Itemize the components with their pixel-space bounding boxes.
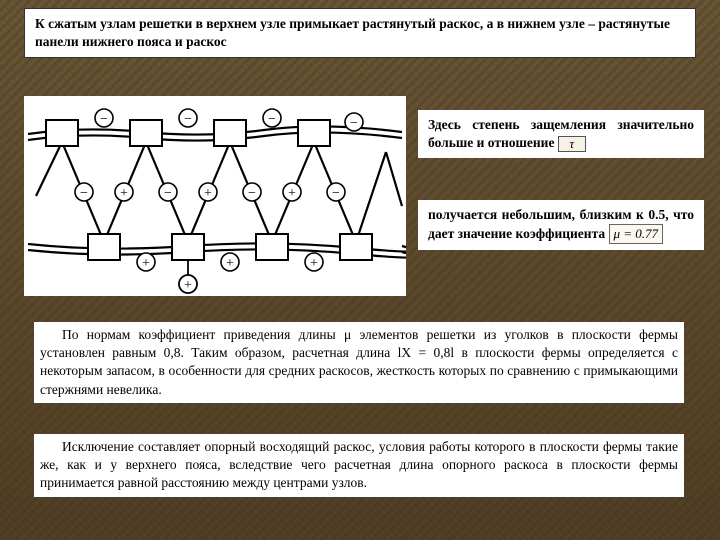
svg-text:−: − [332, 186, 340, 201]
exception-paragraph: Исключение составляет опорный восходящий… [34, 434, 684, 497]
norms-text: По нормам коэффициент приведения длины μ… [40, 327, 678, 397]
svg-text:+: + [288, 186, 296, 201]
truss-svg: − − − − − − − − + + + + + + + [24, 96, 406, 296]
exception-text: Исключение составляет опорный восходящий… [40, 439, 678, 490]
svg-text:+: + [204, 186, 212, 201]
svg-text:+: + [310, 256, 318, 271]
header-statement: К сжатым узлам решетки в верхнем узле пр… [24, 8, 696, 58]
svg-text:+: + [184, 278, 192, 293]
svg-text:−: − [100, 112, 108, 127]
right-paragraph-1: Здесь степень защемления значительно бол… [418, 110, 704, 158]
truss-diagram: − − − − − − − − + + + + + + + [24, 96, 406, 296]
header-text: К сжатым узлам решетки в верхнем узле пр… [35, 16, 670, 49]
right-paragraph-2: получается небольшим, близким к 0.5, что… [418, 200, 704, 250]
svg-text:−: − [350, 116, 358, 131]
svg-text:−: − [268, 112, 276, 127]
svg-text:+: + [120, 186, 128, 201]
svg-text:−: − [164, 186, 172, 201]
svg-text:+: + [142, 256, 150, 271]
svg-text:−: − [248, 186, 256, 201]
tau-symbol: τ [558, 136, 586, 152]
svg-text:−: − [184, 112, 192, 127]
norms-paragraph: По нормам коэффициент приведения длины μ… [34, 322, 684, 403]
svg-text:−: − [80, 186, 88, 201]
mu-equation: μ = 0.77 [609, 224, 664, 244]
svg-text:+: + [226, 256, 234, 271]
